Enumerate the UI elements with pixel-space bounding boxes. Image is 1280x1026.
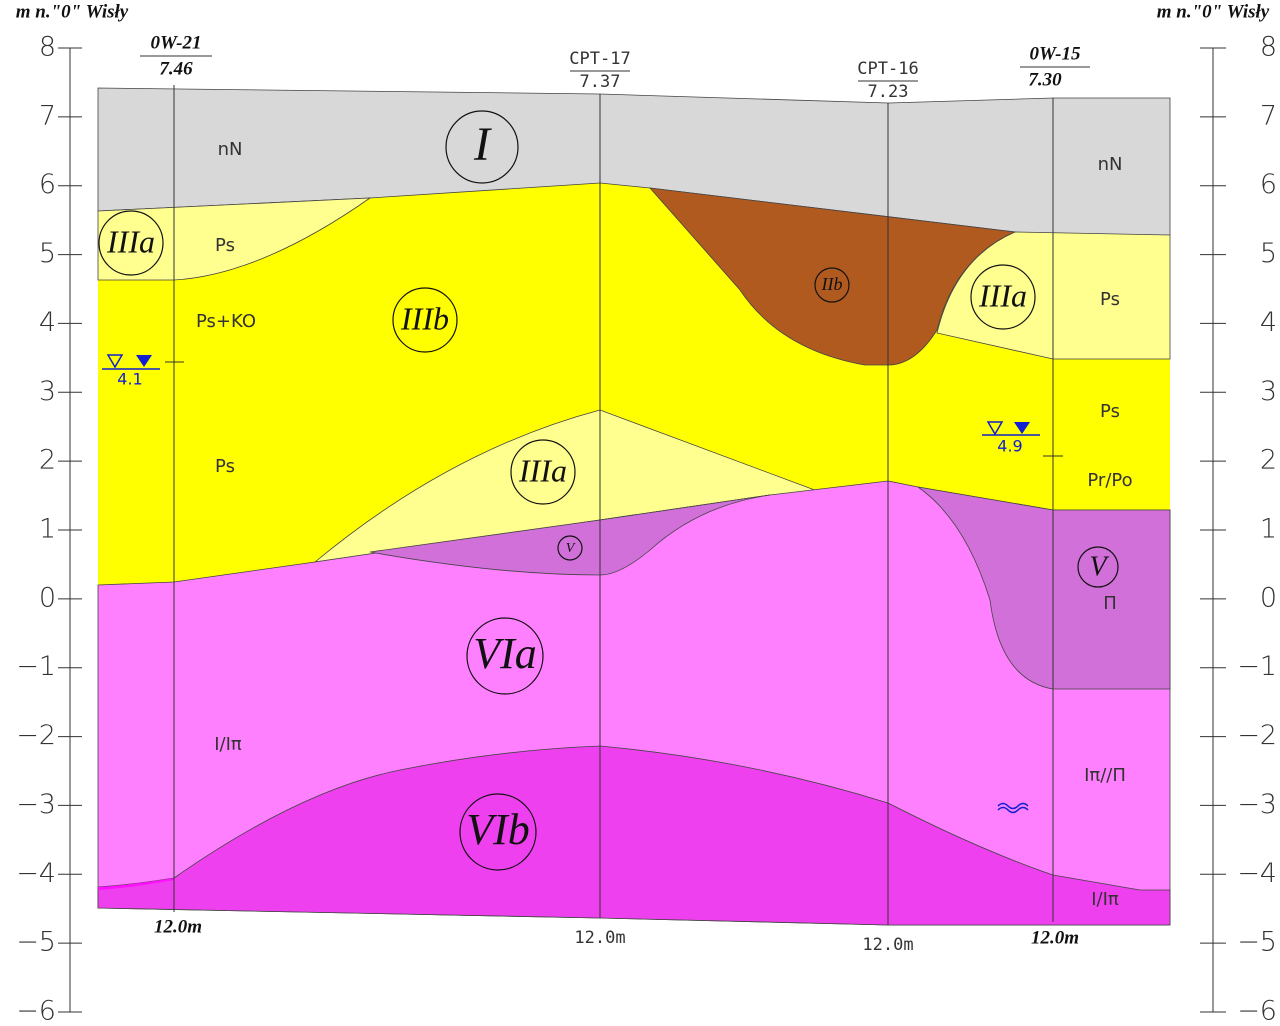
label-circle xyxy=(557,535,583,561)
label-circle xyxy=(1077,546,1119,588)
water-symbol xyxy=(106,354,124,369)
soil-label: Ps xyxy=(1100,289,1120,310)
water-symbol xyxy=(136,355,152,367)
tick-label: 2 xyxy=(39,445,56,476)
layer-label: V xyxy=(1089,551,1109,582)
tick-label: −4 xyxy=(16,858,56,889)
soil-label: I/Iπ xyxy=(214,734,242,755)
label-circle xyxy=(459,793,537,871)
soil-label: nN xyxy=(1098,154,1123,175)
label-circle xyxy=(98,210,164,276)
water-level: 4.1 xyxy=(117,370,142,389)
tick-label: −1 xyxy=(1237,651,1277,682)
tick-label: 1 xyxy=(39,514,56,545)
layer-label: IIIa xyxy=(978,277,1027,313)
tick-label: −2 xyxy=(1237,720,1277,751)
label-circle xyxy=(510,439,576,505)
tick-label: 6 xyxy=(1260,169,1277,200)
borehole-name: CPT-17 xyxy=(569,49,630,69)
tick-label: −6 xyxy=(16,996,56,1026)
soil-label: Π xyxy=(1103,593,1117,614)
soil-label: Ps+KO xyxy=(196,311,256,332)
water-symbol xyxy=(986,421,1004,436)
tick-label: 1 xyxy=(1260,514,1277,545)
tick-label: 3 xyxy=(1260,376,1277,407)
label-circle xyxy=(392,287,458,353)
layer-base xyxy=(98,878,174,890)
tick-label: 5 xyxy=(39,238,56,269)
tick-label: 8 xyxy=(1260,32,1277,63)
soil-label: Ps xyxy=(215,235,235,256)
tick-label: 8 xyxy=(39,32,56,63)
tick-label: −1 xyxy=(16,651,56,682)
label-circle xyxy=(445,110,519,184)
tick-label: 4 xyxy=(1260,307,1277,338)
tick-label: −3 xyxy=(1237,789,1277,820)
water-level: 4.9 xyxy=(997,437,1022,456)
axis-title: m n."0" Wisły xyxy=(16,1,129,22)
tick-label: −3 xyxy=(16,789,56,820)
water-symbol xyxy=(1014,422,1030,434)
water-wave xyxy=(997,802,1029,814)
layer-v-right xyxy=(917,486,1171,690)
soil-label: nN xyxy=(218,139,243,160)
tick-label: −2 xyxy=(16,720,56,751)
borehole-elevation: 7.23 xyxy=(868,82,909,102)
layer-label: V xyxy=(566,541,576,556)
tick-label: 6 xyxy=(39,169,56,200)
tick-label: 7 xyxy=(39,100,56,131)
soil-label: Ps xyxy=(1100,401,1120,422)
layer-label: IIb xyxy=(821,274,843,294)
layer-label: I xyxy=(473,118,492,171)
tick-label: −6 xyxy=(1237,996,1277,1026)
tick-label: −5 xyxy=(16,927,56,958)
borehole-depth: 12.0m xyxy=(574,928,625,948)
tick-label: 0 xyxy=(1260,582,1277,613)
tick-label: 2 xyxy=(1260,445,1277,476)
soil-label: Pr/Po xyxy=(1087,470,1132,491)
tick-label: −5 xyxy=(1237,927,1277,958)
label-circle xyxy=(466,617,544,695)
soil-label: Ps xyxy=(215,456,235,477)
tick-label: 3 xyxy=(39,376,56,407)
borehole-depth: 12.0m xyxy=(1031,927,1079,948)
layer-label: IIIa xyxy=(106,223,155,259)
layer-iiia-left xyxy=(97,197,372,281)
borehole-name: CPT-16 xyxy=(857,59,918,79)
label-circle xyxy=(970,264,1036,330)
borehole-elevation: 7.30 xyxy=(1028,69,1062,90)
borehole-depth: 12.0m xyxy=(154,916,202,937)
borehole-name: 0W-15 xyxy=(1029,43,1081,64)
soil-label: Iπ//Π xyxy=(1084,765,1126,786)
tick-label: 4 xyxy=(39,307,56,338)
tick-label: 7 xyxy=(1260,100,1277,131)
layer-v-center xyxy=(369,494,771,576)
borehole-elevation: 7.46 xyxy=(159,58,193,79)
layer-label: VIa xyxy=(473,629,537,678)
label-circle xyxy=(814,267,850,303)
layer-label: IIIa xyxy=(518,452,567,488)
layer-label: IIIb xyxy=(400,300,449,336)
layer-vib xyxy=(97,745,1171,926)
borehole-depth: 12.0m xyxy=(862,935,913,955)
borehole-elevation: 7.37 xyxy=(580,72,621,92)
soil-label: I/Iπ xyxy=(1091,889,1119,910)
tick-label: −4 xyxy=(1237,858,1277,889)
borehole-name: 0W-21 xyxy=(150,32,201,53)
tick-label: 0 xyxy=(39,582,56,613)
layer-label: VIb xyxy=(466,805,530,854)
axis-title: m n."0" Wisły xyxy=(1157,1,1270,22)
tick-label: 5 xyxy=(1260,238,1277,269)
